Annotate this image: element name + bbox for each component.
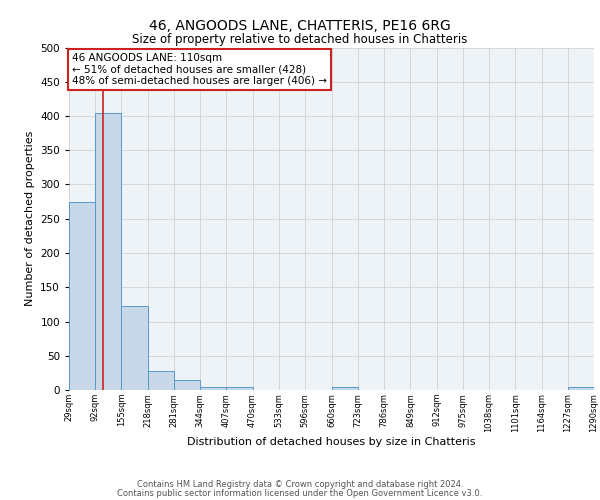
Bar: [332, 386, 358, 390]
Bar: [226, 386, 253, 390]
X-axis label: Distribution of detached houses by size in Chatteris: Distribution of detached houses by size …: [187, 438, 476, 448]
Text: 46 ANGOODS LANE: 110sqm
← 51% of detached houses are smaller (428)
48% of semi-d: 46 ANGOODS LANE: 110sqm ← 51% of detache…: [72, 53, 327, 86]
Text: Contains public sector information licensed under the Open Government Licence v3: Contains public sector information licen…: [118, 488, 482, 498]
Bar: [121, 306, 148, 390]
Bar: [174, 380, 200, 390]
Bar: [568, 386, 594, 390]
Bar: [69, 202, 95, 390]
Text: Size of property relative to detached houses in Chatteris: Size of property relative to detached ho…: [133, 33, 467, 46]
Bar: [95, 112, 121, 390]
Text: 46, ANGOODS LANE, CHATTERIS, PE16 6RG: 46, ANGOODS LANE, CHATTERIS, PE16 6RG: [149, 19, 451, 33]
Y-axis label: Number of detached properties: Number of detached properties: [25, 131, 35, 306]
Text: Contains HM Land Registry data © Crown copyright and database right 2024.: Contains HM Land Registry data © Crown c…: [137, 480, 463, 489]
Bar: [200, 386, 226, 390]
Bar: [148, 371, 174, 390]
